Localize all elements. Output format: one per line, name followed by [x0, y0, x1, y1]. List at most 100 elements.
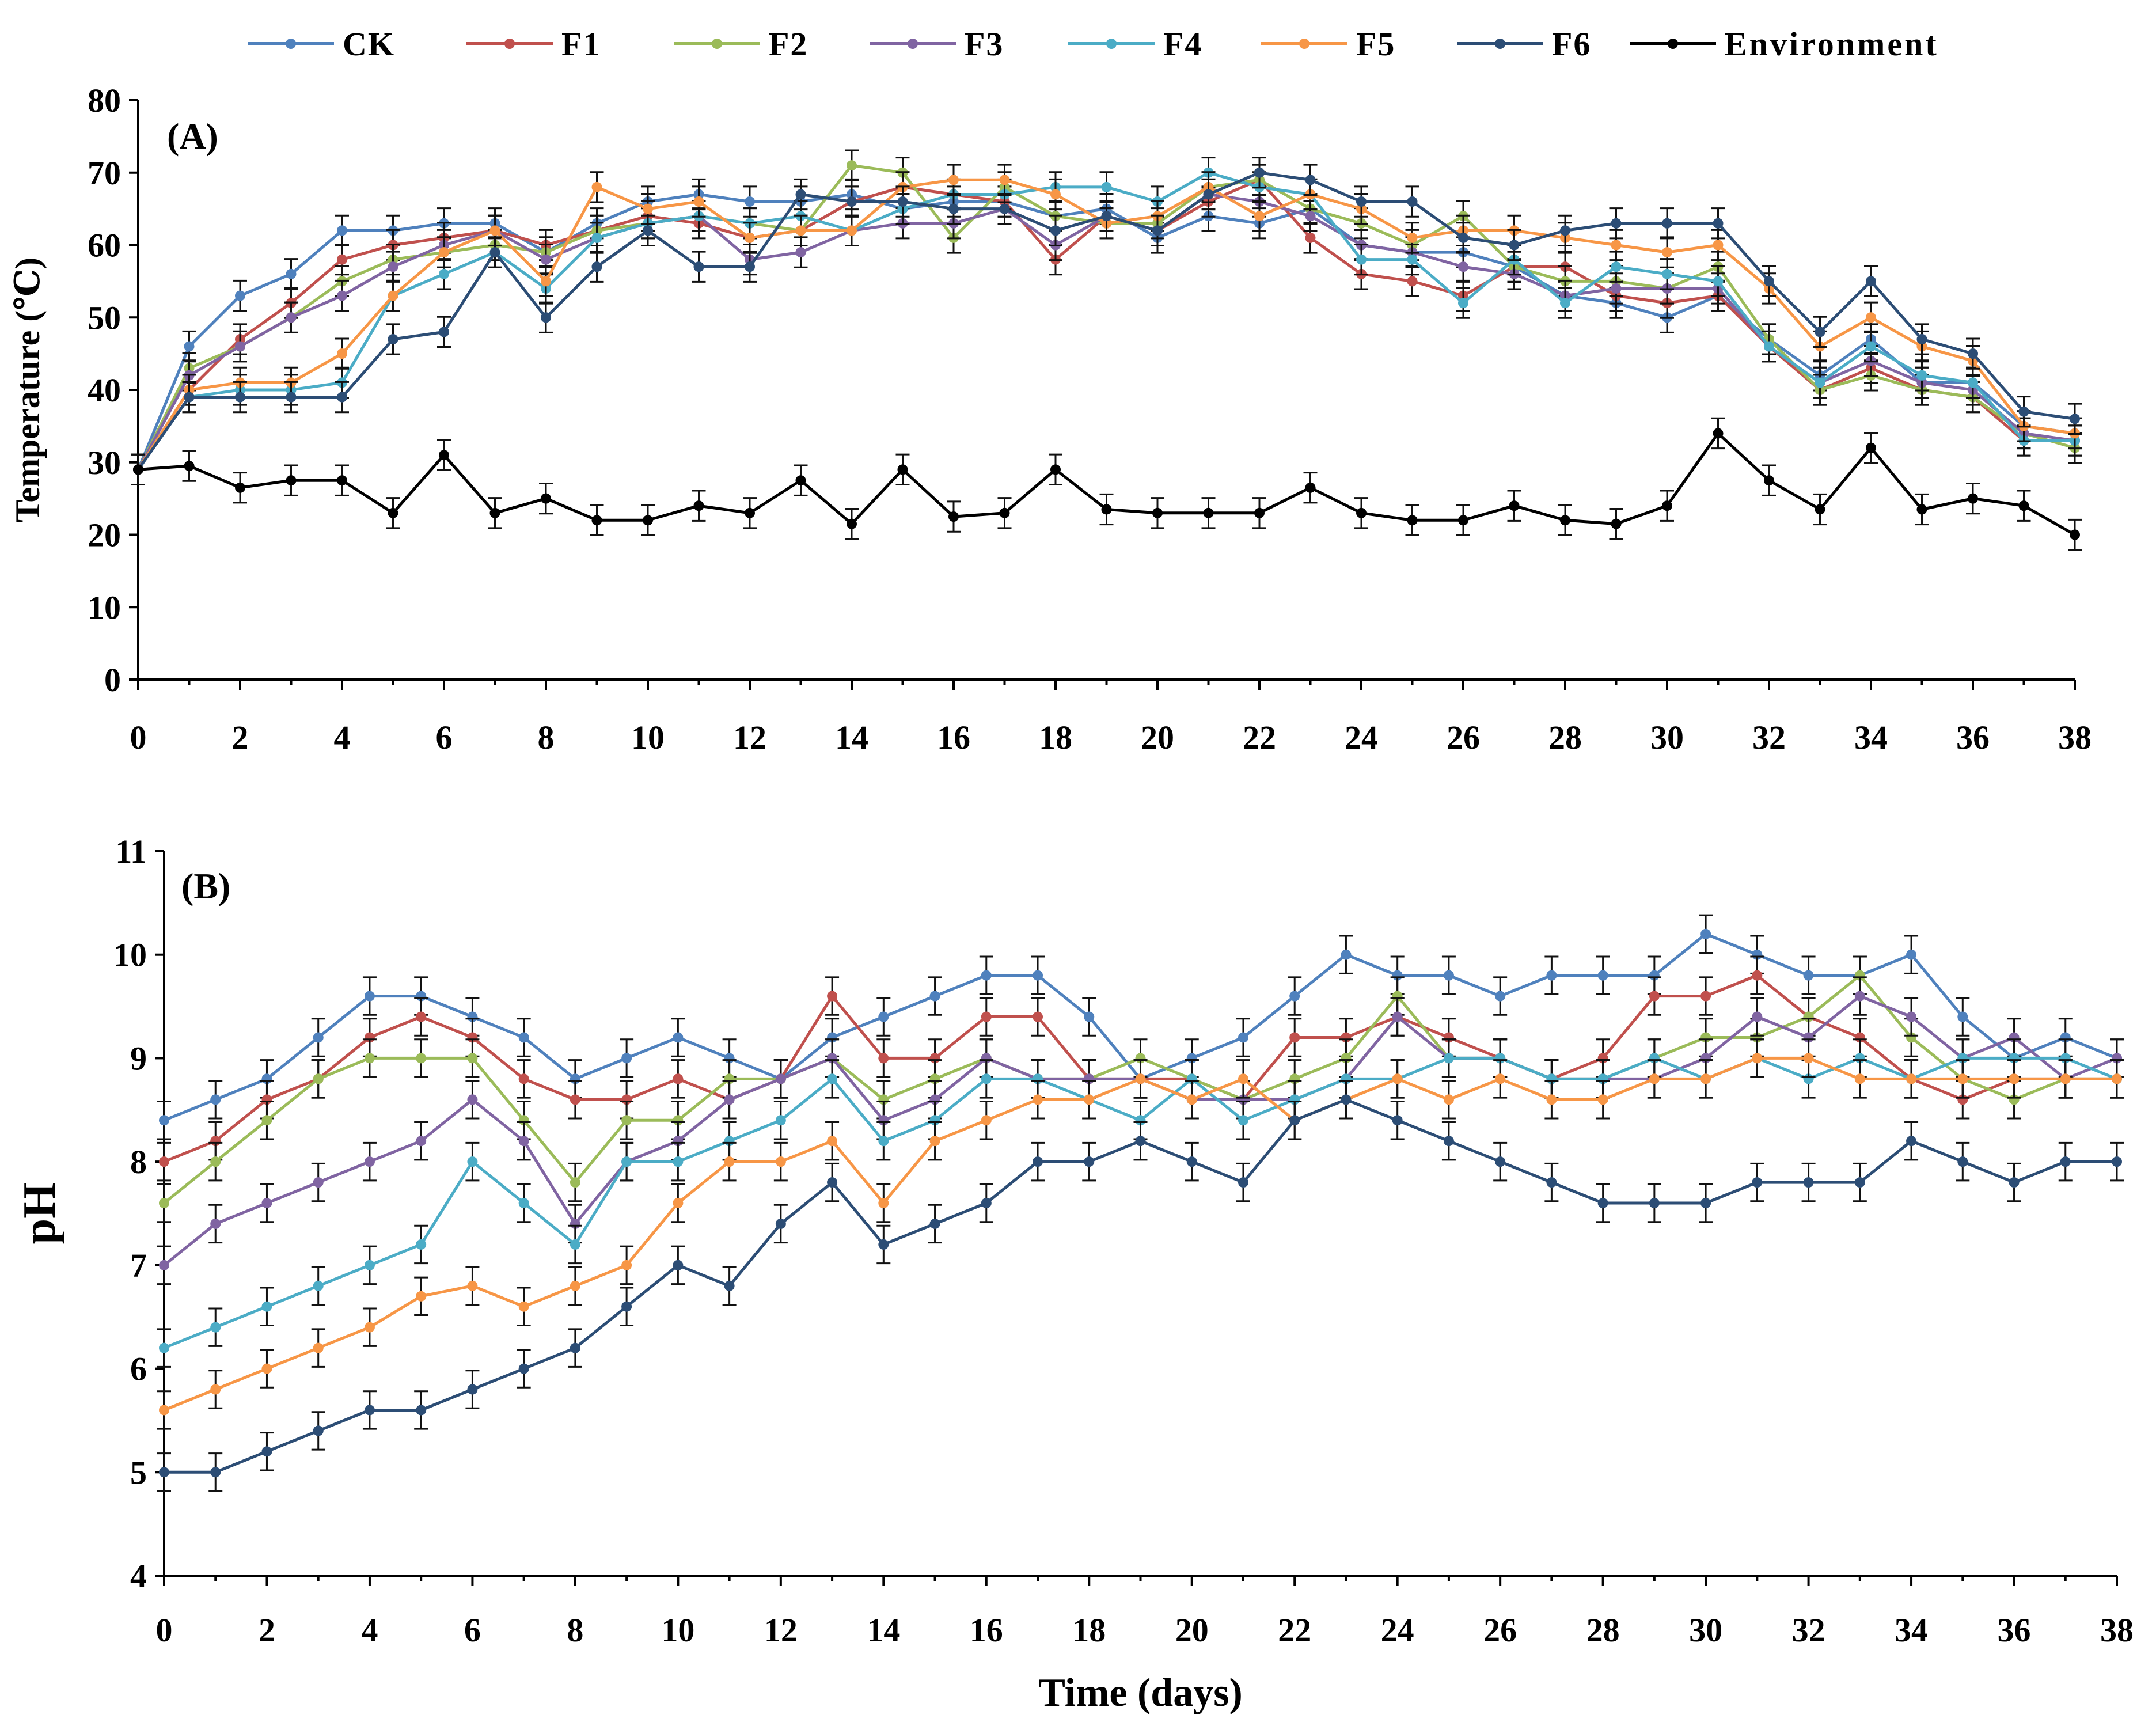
legend-marker-environment	[1668, 39, 1678, 49]
data-point-f5	[827, 1136, 838, 1147]
data-point-f2	[467, 1053, 478, 1064]
data-point-f2	[621, 1115, 632, 1126]
data-point-f6	[1341, 1094, 1352, 1105]
x-tick-label: 10	[661, 1611, 694, 1649]
data-point-f5	[489, 225, 500, 236]
x-tick-label: 28	[1586, 1611, 1620, 1649]
x-tick-label: 32	[1792, 1611, 1825, 1649]
legend-label-ck: CK	[343, 25, 395, 63]
data-point-f3	[541, 254, 551, 265]
legend-label-f2: F2	[769, 25, 808, 63]
data-point-f3	[313, 1177, 324, 1188]
x-tick-label: 0	[130, 719, 147, 756]
x-tick-label: 8	[538, 719, 555, 756]
data-point-ck	[1597, 970, 1608, 981]
data-point-ck	[621, 1053, 632, 1064]
data-point-f6	[1084, 1156, 1095, 1167]
data-point-f6	[489, 247, 500, 258]
data-point-f6	[570, 1342, 580, 1353]
data-point-f1	[570, 1094, 580, 1105]
data-point-f5	[981, 1115, 992, 1126]
data-point-environment	[235, 482, 245, 493]
data-point-f5	[1713, 240, 1724, 251]
data-point-f3	[261, 1198, 272, 1209]
data-point-environment	[745, 507, 755, 518]
data-point-f5	[775, 1156, 786, 1167]
data-point-f6	[1238, 1177, 1248, 1188]
data-point-f6	[1033, 1156, 1043, 1167]
data-point-f5	[847, 225, 857, 236]
data-point-f6	[1050, 225, 1061, 236]
data-point-f6	[210, 1467, 221, 1478]
data-point-f3	[1906, 1011, 1917, 1022]
data-point-f5	[1700, 1073, 1711, 1084]
data-point-f6	[929, 1218, 940, 1229]
data-point-f6	[827, 1177, 838, 1188]
y-tick-label: 30	[88, 444, 121, 481]
data-point-f6	[1649, 1198, 1660, 1209]
data-point-f3	[1392, 1011, 1403, 1022]
data-point-f6	[1203, 189, 1214, 200]
x-tick-label: 24	[1381, 1611, 1414, 1649]
legend-label-environment: Environment	[1725, 25, 1939, 63]
data-point-f5	[948, 175, 959, 185]
x-tick-label: 38	[2100, 1611, 2134, 1649]
y-tick-label: 4	[130, 1557, 147, 1595]
data-point-ck	[210, 1094, 221, 1105]
data-point-environment	[1815, 504, 1825, 515]
data-point-environment	[1713, 428, 1724, 439]
y-tick-label: 8	[130, 1143, 147, 1181]
data-point-f4	[1443, 1053, 1454, 1064]
data-point-environment	[693, 500, 704, 511]
x-tick-label: 2	[259, 1611, 275, 1649]
data-point-f5	[1611, 240, 1622, 251]
data-point-f6	[159, 1467, 169, 1478]
x-tick-label: 32	[1752, 719, 1786, 756]
x-tick-label: 36	[1956, 719, 1990, 756]
data-point-environment	[847, 518, 857, 529]
data-point-f4	[364, 1260, 375, 1270]
series-f2	[157, 955, 2124, 1223]
x-tick-label: 30	[1650, 719, 1684, 756]
data-point-f4	[570, 1239, 580, 1250]
data-point-f6	[286, 392, 297, 403]
data-point-ck	[1803, 970, 1814, 981]
data-point-f4	[1713, 276, 1724, 287]
data-point-environment	[1101, 504, 1112, 515]
data-point-f6	[1803, 1177, 1814, 1188]
data-point-f5	[518, 1301, 529, 1312]
data-point-f2	[313, 1073, 324, 1084]
data-point-f6	[1356, 196, 1367, 207]
x-tick-label: 36	[1998, 1611, 2031, 1649]
data-point-f5	[1803, 1053, 1814, 1064]
data-point-f6	[1392, 1115, 1403, 1126]
data-point-f6	[2018, 406, 2029, 417]
data-point-environment	[1407, 515, 1418, 526]
data-point-f6	[693, 261, 704, 272]
data-point-ck	[1495, 991, 1506, 1002]
data-point-f6	[1866, 276, 1876, 287]
series-f5	[157, 1038, 2124, 1430]
data-point-ck	[745, 196, 755, 207]
data-point-environment	[897, 464, 908, 475]
data-point-f4	[1815, 377, 1825, 388]
series-f6	[131, 157, 2082, 485]
legend-marker-f3	[908, 39, 918, 49]
data-point-f5	[159, 1405, 169, 1416]
data-point-ck	[337, 225, 347, 236]
data-point-f3	[388, 261, 398, 272]
data-point-f6	[673, 1260, 684, 1270]
y-tick-label: 6	[130, 1351, 147, 1388]
data-point-f3	[159, 1260, 169, 1270]
data-point-ck	[286, 268, 297, 279]
data-point-f6	[439, 327, 449, 337]
data-point-f6	[1752, 1177, 1763, 1188]
data-point-f5	[541, 276, 551, 287]
data-point-f3	[1752, 1011, 1763, 1022]
data-point-f6	[184, 392, 195, 403]
data-point-f4	[827, 1073, 838, 1084]
data-point-f6	[261, 1446, 272, 1457]
data-point-f6	[1135, 1136, 1146, 1147]
data-point-f5	[621, 1260, 632, 1270]
